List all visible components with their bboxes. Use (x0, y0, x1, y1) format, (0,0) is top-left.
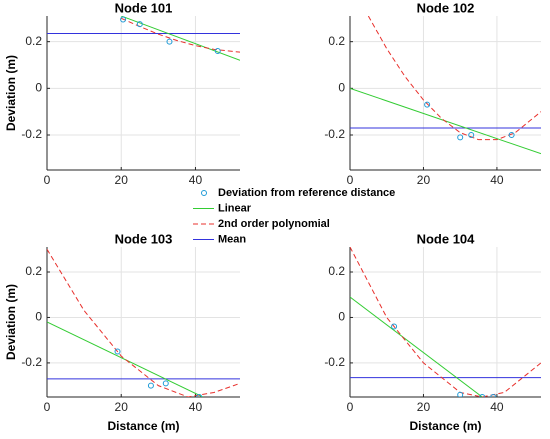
chart-title: Node 102 (417, 0, 475, 15)
x-axis-label: Distance (m) (107, 419, 179, 433)
x-tick-label: 20 (115, 173, 129, 187)
legend-label: Linear (218, 202, 252, 214)
chart-title: Node 103 (115, 231, 173, 246)
linear-fit (121, 16, 240, 61)
data-point (136, 21, 143, 28)
y-axis-label: Deviation (m) (4, 284, 18, 360)
y-tick-label: 0 (338, 310, 345, 324)
linear-fit (350, 296, 483, 397)
data-point (114, 348, 121, 355)
x-tick-label: 40 (189, 173, 203, 187)
data-point (214, 48, 221, 54)
linear-fit (47, 321, 204, 397)
x-tick-label: 20 (417, 173, 431, 187)
x-tick-label: 20 (115, 400, 129, 414)
data-point (196, 394, 203, 397)
x-tick-label: 0 (44, 400, 51, 414)
plot-area (47, 16, 240, 61)
data-point (424, 101, 431, 108)
data-point (391, 323, 398, 330)
y-tick-label: 0 (338, 81, 345, 95)
x-tick-label: 0 (44, 173, 51, 187)
data-point (166, 38, 173, 45)
x-tick-label: 0 (347, 173, 354, 187)
x-tick-label: 40 (490, 173, 504, 187)
y-tick-label: -0.2 (324, 127, 345, 141)
data-point (479, 394, 486, 397)
legend-label: Deviation from reference distance (218, 187, 395, 199)
legend-label: 2nd order polynomial (218, 218, 330, 230)
x-axis-label: Distance (m) (409, 419, 481, 433)
data-point (120, 16, 127, 23)
poly-fit (47, 249, 240, 397)
data-point (162, 380, 169, 387)
chart-title: Node 104 (417, 231, 476, 246)
legend-symbol (201, 190, 207, 196)
poly-fit (121, 17, 240, 53)
data-point (457, 134, 464, 141)
data-point (490, 394, 497, 397)
x-tick-label: 0 (347, 400, 354, 414)
y-tick-label: -0.2 (21, 355, 42, 369)
y-tick-label: 0 (35, 81, 42, 95)
chart-title: Node 101 (115, 0, 173, 15)
poly-fit (367, 16, 541, 141)
data-point (457, 391, 464, 397)
y-tick-label: -0.2 (324, 355, 345, 369)
y-tick-label: 0.2 (328, 264, 345, 278)
legend-label: Mean (218, 233, 246, 245)
plot-area (350, 16, 541, 155)
data-point (508, 132, 515, 138)
y-tick-label: 0.2 (25, 34, 42, 48)
data-point (147, 382, 154, 389)
y-tick-label: 0.2 (25, 264, 42, 278)
y-tick-label: -0.2 (21, 127, 42, 141)
x-tick-label: 40 (189, 400, 203, 414)
x-tick-label: 20 (417, 400, 431, 414)
data-point (468, 132, 475, 138)
y-tick-label: 0.2 (328, 34, 345, 48)
y-tick-label: 0 (35, 310, 42, 324)
plot-area (47, 249, 240, 397)
plot-area (350, 247, 541, 397)
poly-fit (350, 247, 541, 397)
x-tick-label: 40 (490, 400, 504, 414)
y-axis-label: Deviation (m) (4, 55, 18, 131)
